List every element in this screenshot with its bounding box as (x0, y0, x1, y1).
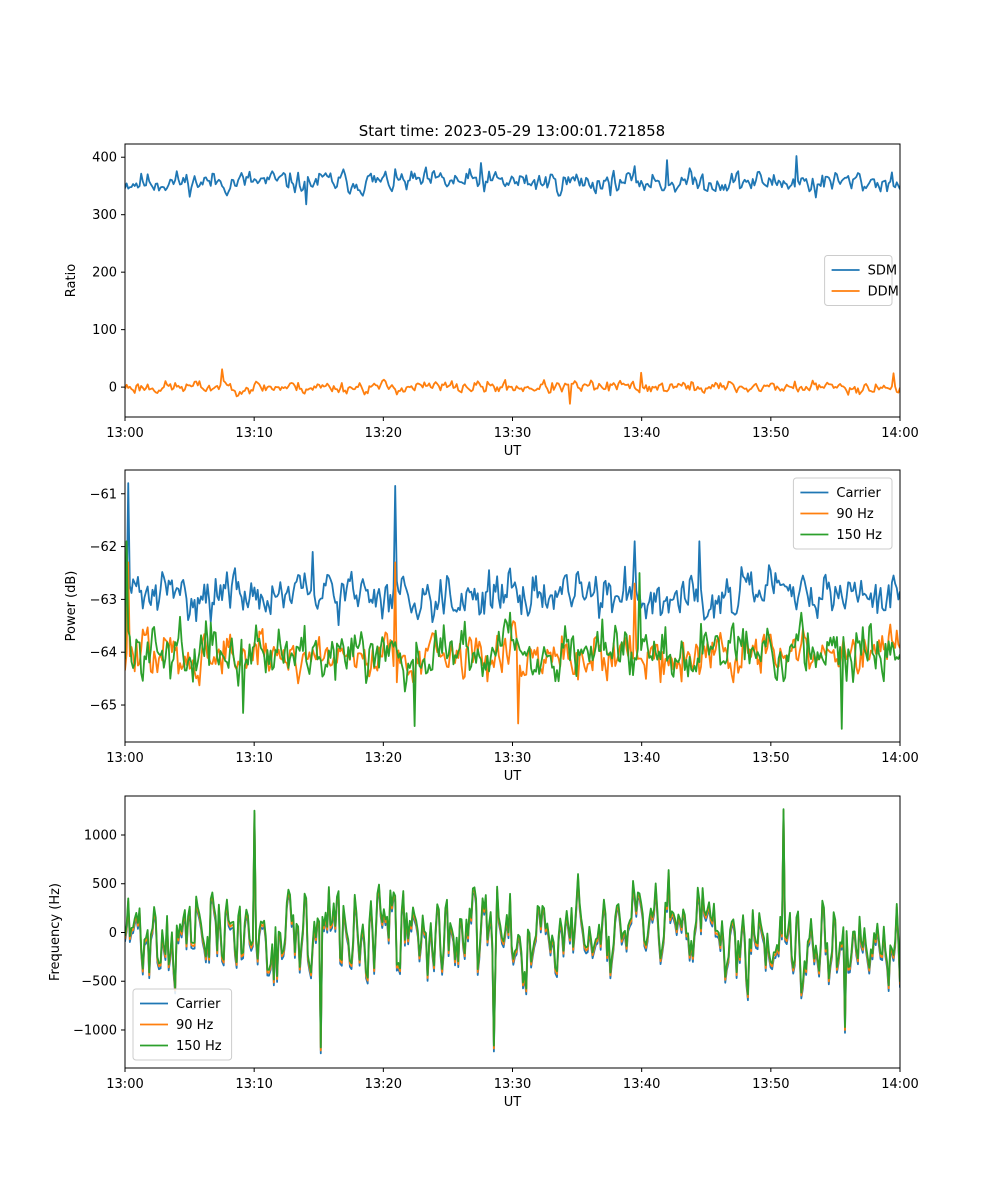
y-axis-label: Power (dB) (64, 571, 79, 642)
x-tick-label: 14:00 (881, 1077, 918, 1092)
x-tick-label: 13:00 (106, 1077, 143, 1092)
legend-entry: 90 Hz (176, 1018, 213, 1033)
legend-entry: SDM (868, 264, 897, 279)
x-axis-label: UT (504, 769, 522, 784)
series-line-150-hz (125, 808, 900, 1049)
y-tick-label: 0 (109, 381, 117, 396)
x-tick-label: 13:10 (235, 1077, 272, 1092)
legend-entry: 90 Hz (836, 507, 873, 522)
legend-entry: Carrier (176, 997, 221, 1012)
x-tick-label: 13:10 (235, 751, 272, 766)
y-tick-label: −64 (90, 646, 117, 661)
series-group (125, 482, 900, 730)
y-tick-label: 200 (92, 266, 117, 281)
y-tick-label: 400 (92, 151, 117, 166)
axes-frame (124, 469, 901, 743)
x-tick-label: 13:30 (494, 426, 531, 441)
series-line-150-hz (125, 540, 900, 730)
x-tick-label: 13:30 (494, 751, 531, 766)
y-tick-label: 0 (109, 926, 117, 941)
series-line-sdm (125, 155, 900, 206)
x-tick-label: 13:20 (365, 751, 402, 766)
y-tick-label: −1000 (73, 1023, 117, 1038)
legend-entry: Carrier (836, 486, 881, 501)
y-tick-label: −61 (90, 487, 117, 502)
x-tick-label: 13:40 (623, 751, 660, 766)
panel-ratio: 13:00 13:10 13:20 13:30 13:40 13:50 14:00 0 100 2… (64, 143, 919, 459)
x-tick-label: 13:20 (365, 1077, 402, 1092)
y-tick-label: 300 (92, 208, 117, 223)
x-tick-label: 13:40 (623, 1077, 660, 1092)
y-tick-label: −63 (90, 593, 117, 608)
y-tick-label: 500 (92, 877, 117, 892)
legend-box (824, 255, 893, 306)
series-line-carrier (125, 482, 900, 627)
x-axis-label: UT (504, 444, 522, 459)
series-group (125, 155, 900, 405)
x-tick-label: 14:00 (881, 751, 918, 766)
legend-box (132, 988, 233, 1061)
figure-title: Start time: 2023-05-29 13:00:01.721858 (359, 122, 665, 140)
x-tick-label: 14:00 (881, 426, 918, 441)
x-tick-label: 13:40 (623, 426, 660, 441)
x-tick-label: 13:30 (494, 1077, 531, 1092)
legend: Carrier 90 Hz 150 Hz (792, 477, 893, 550)
y-tick-label: −62 (90, 540, 117, 555)
series-group (125, 808, 900, 1055)
y-tick-label: −500 (81, 975, 117, 990)
y-tick-label: −65 (90, 699, 117, 714)
x-axis-label: UT (504, 1095, 522, 1110)
x-tick-label: 13:00 (106, 426, 143, 441)
x-tick-label: 13:20 (365, 426, 402, 441)
legend: SDM DDM (824, 255, 899, 306)
x-tick-label: 13:00 (106, 751, 143, 766)
legend-entry: 150 Hz (836, 528, 882, 543)
x-tick-label: 13:50 (752, 426, 789, 441)
legend-entry: DDM (868, 285, 899, 300)
panel-frequency: 13:00 13:10 13:20 13:30 13:40 13:50 14:00 −1000… (48, 795, 919, 1110)
x-tick-label: 13:50 (752, 1077, 789, 1092)
y-tick-label: 100 (92, 323, 117, 338)
axes-frame (124, 143, 901, 418)
legend: Carrier 90 Hz 150 Hz (132, 988, 233, 1061)
y-tick-label: 1000 (84, 828, 117, 843)
legend-entry: 150 Hz (176, 1039, 222, 1054)
x-tick-label: 13:50 (752, 751, 789, 766)
x-tick-label: 13:10 (235, 426, 272, 441)
y-axis-label: Frequency (Hz) (48, 883, 63, 981)
series-line-ddm (125, 368, 900, 405)
legend-box (792, 477, 893, 550)
y-axis-label: Ratio (64, 264, 79, 297)
panel-power: 13:00 13:10 13:20 13:30 13:40 13:50 14:00 −65 −6… (64, 469, 919, 784)
